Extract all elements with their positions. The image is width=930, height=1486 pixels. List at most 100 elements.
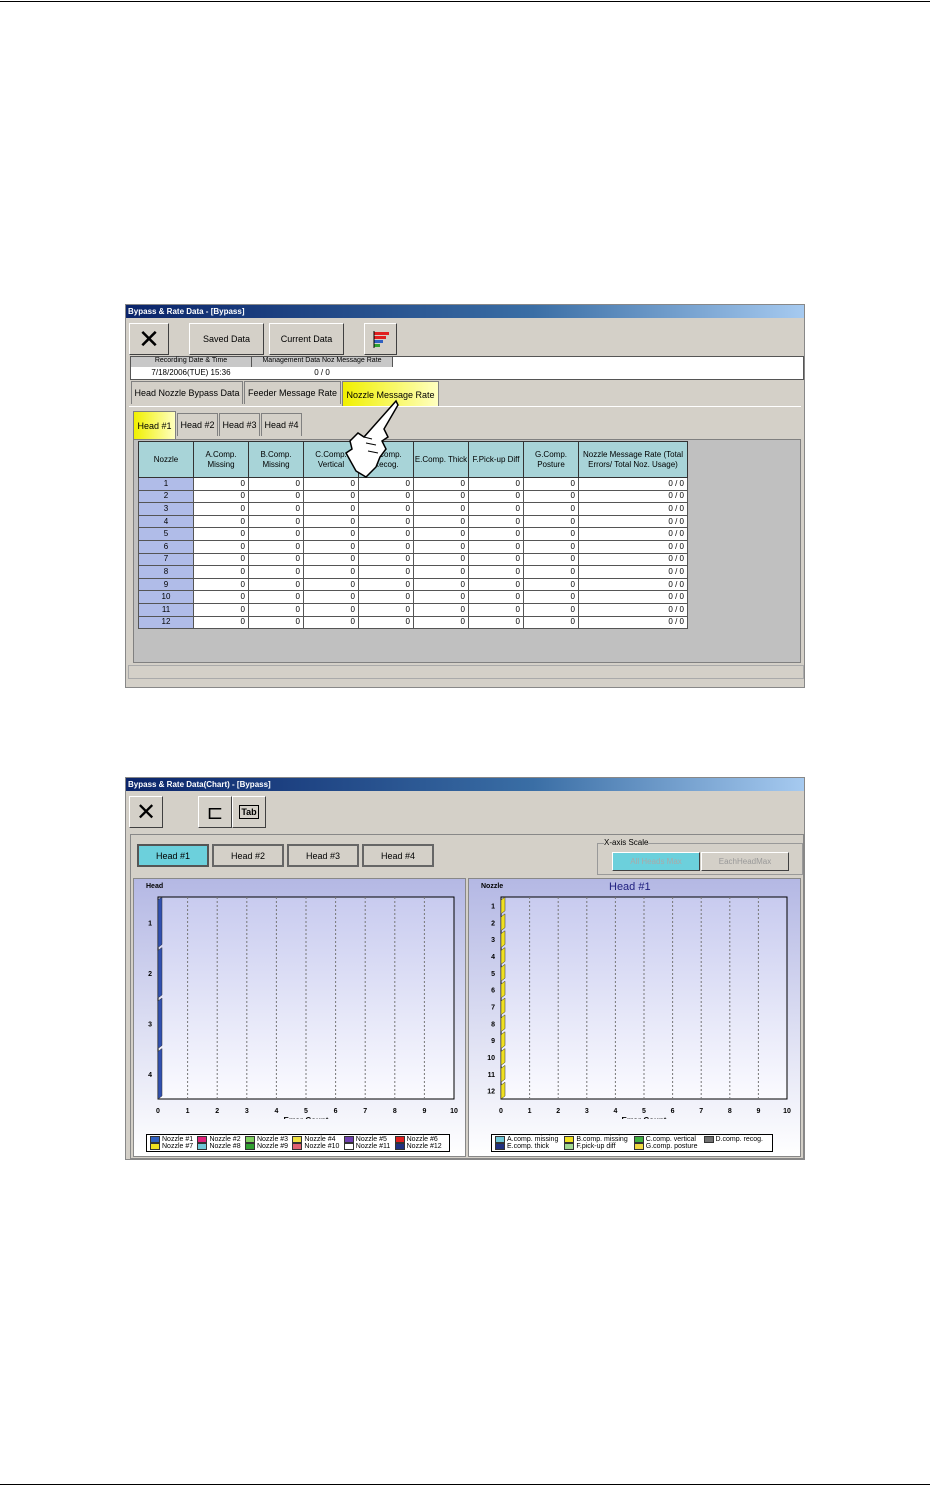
legend-swatch [343,1136,354,1143]
legend-item: Nozzle #3 [244,1136,292,1143]
table-row[interactable]: 10 0 0 0 0 0 0 0 0 / 0 [138,590,688,604]
legend-label: Nozzle #9 [256,1143,289,1150]
nozzle-cell: 12 [138,615,194,630]
bar-sliver [500,947,506,965]
bar-sliver [500,930,506,948]
tab-view-button[interactable]: Tab [232,796,266,828]
legend-label: Nozzle #6 [406,1136,438,1143]
legend-label: Nozzle #12 [406,1143,442,1150]
tab-feeder-message-rate[interactable]: Feeder Message Rate [244,381,341,404]
value-cell: 0 [303,527,359,541]
legend-label: E.comp. thick [507,1143,550,1150]
value-cell: 0 [468,602,524,617]
head-button-4[interactable]: Head #4 [362,844,434,867]
value-cell: 0 [523,539,579,554]
column-header: B.Comp. Missing [248,441,304,478]
table-row[interactable]: 12 0 0 0 0 0 0 0 0 / 0 [138,615,688,630]
close-icon: ✕ [135,798,157,826]
tree-view-button[interactable]: ⊏ [198,796,232,828]
legend-label: B.comp. missing [576,1136,628,1143]
y-tick-label: 5 [491,971,495,978]
value-cell: 0 [358,590,414,604]
tree-icon: ⊏ [206,801,224,824]
bar-sliver [500,980,506,999]
value-cell: 0 [468,502,524,516]
value-cell: 0 [413,602,469,617]
tab-nozzle-message-rate[interactable]: Nozzle Message Rate [342,381,439,407]
value-cell: 0 [303,565,359,579]
column-header: G.Comp. Posture [523,441,579,478]
value-cell: 0 [468,477,524,491]
legend-item: C.comp. vertical [633,1136,704,1143]
saved-data-button[interactable]: Saved Data [189,323,264,355]
legend-label: Nozzle #10 [304,1143,340,1150]
value-cell: 0 [468,577,524,592]
value-cell: 0 [248,502,304,516]
head-button-2[interactable]: Head #2 [212,844,284,867]
value-cell: 0 [248,477,304,491]
tab-icon: Tab [239,805,259,819]
current-data-button[interactable]: Current Data [269,323,344,355]
column-header: F.Pick-up Diff [468,441,524,478]
close-button[interactable]: ✕ [129,796,163,828]
legend-swatch [343,1143,354,1150]
y-axis-label: Nozzle [481,883,504,890]
value-cell: 0 / 0 [578,565,688,579]
recording-date-header: Recording Date & Time [131,357,252,367]
head-tab-2[interactable]: Head #2 [177,413,218,436]
head-tab-1[interactable]: Head #1 [133,411,176,439]
table-row[interactable]: 11 0 0 0 0 0 0 0 0 / 0 [138,602,688,617]
close-button[interactable]: ✕ [129,323,169,355]
legend-swatch [703,1136,714,1143]
each-head-max-button[interactable]: EachHeadMax [701,852,789,871]
value-cell: 0 [248,577,304,592]
value-cell: 0 [413,565,469,579]
chart-legend: Nozzle #1 Nozzle #2 Nozzle #3 Nozzle #4 Nozz… [146,1134,450,1152]
value-cell: 0 [468,590,524,604]
value-cell: 0 [193,602,249,617]
value-cell: 0 [193,577,249,592]
value-cell: 0 [193,514,249,529]
window-title: Bypass & Rate Data - [Bypass] [126,305,804,318]
mgmt-rate-header: Management Data Noz Message Rate [252,357,393,367]
chart-button[interactable] [364,323,397,355]
head-tab-4[interactable]: Head #4 [261,413,302,436]
chart-title: Head #1 [609,881,651,893]
all-heads-max-button[interactable]: All Heads Max [612,852,700,871]
value-cell: 0 [468,565,524,579]
legend-item: Nozzle #1 [150,1136,197,1143]
nozzle-cell: 8 [138,565,194,579]
head-tab-3[interactable]: Head #3 [219,413,260,436]
head-button-1[interactable]: Head #1 [137,844,209,867]
legend-item: F.pick-up diff [564,1143,633,1150]
x-axis-label: Error Count [284,1116,329,1119]
value-cell: 0 / 0 [578,539,688,554]
legend-swatch [394,1136,405,1143]
value-cell: 0 [248,514,304,529]
column-header: A.Comp. Missing [193,441,249,478]
value-cell: 0 [358,489,414,504]
tab-head-nozzle-bypass[interactable]: Head Nozzle Bypass Data [131,381,243,404]
legend-item: G.comp. posture [633,1143,704,1150]
head-button-3[interactable]: Head #3 [287,844,359,867]
value-cell: 0 [413,527,469,541]
legend-item: Nozzle #9 [244,1143,292,1150]
bar-sliver [500,997,506,1016]
nozzle-cell: 11 [138,602,194,617]
recording-date-value: 7/18/2006(TUE) 15:36 [151,368,231,377]
x-tick-label: 6 [334,1108,338,1115]
bar-sliver [500,1064,506,1083]
value-cell: 0 / 0 [578,577,688,592]
value-cell: 0 [248,539,304,554]
legend-swatch [495,1143,505,1150]
